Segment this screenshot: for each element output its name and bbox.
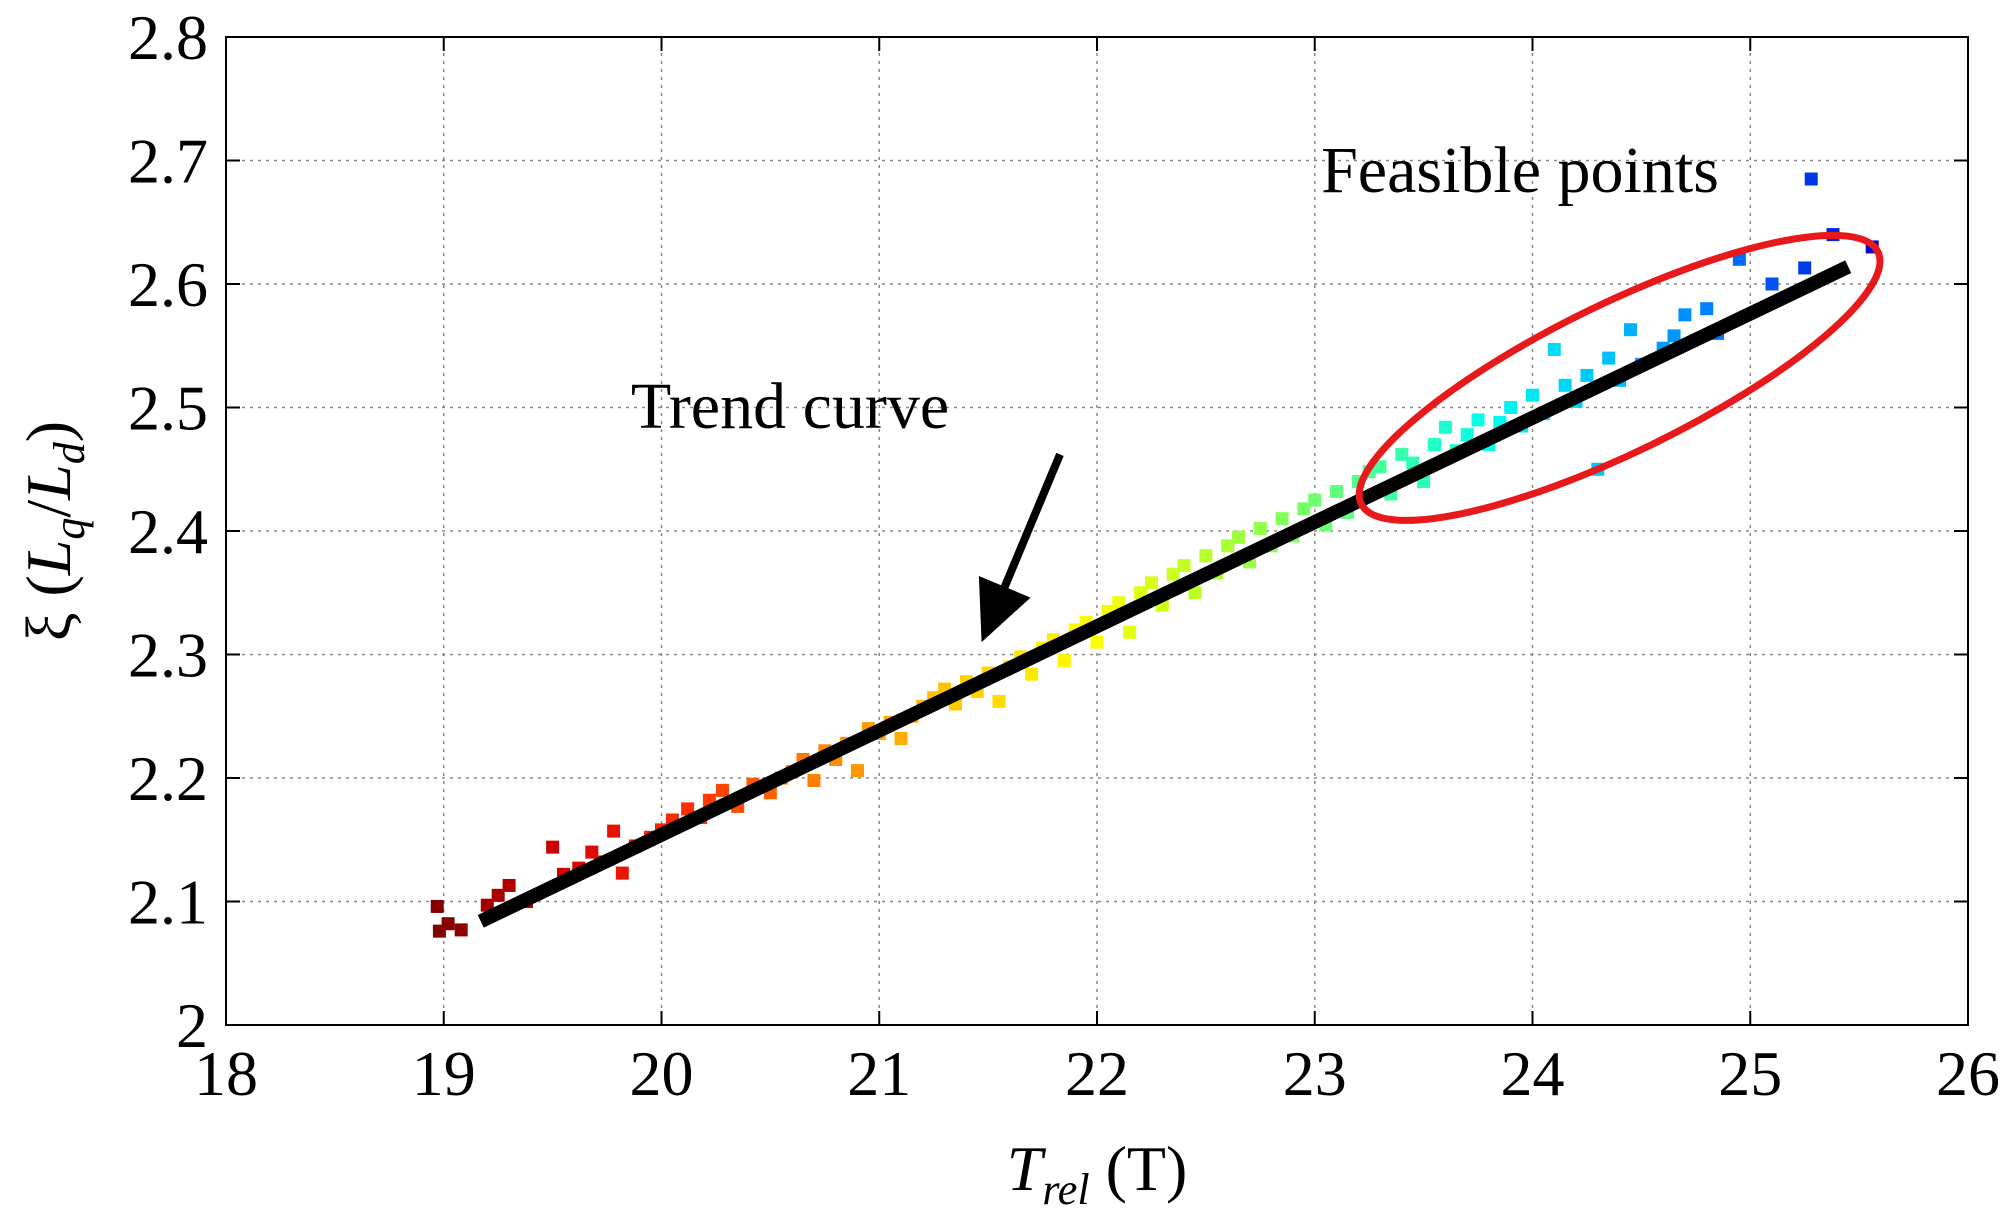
data-point [1188, 586, 1202, 600]
data-point [1678, 308, 1692, 322]
y-tick-label: 2.8 [128, 2, 208, 73]
data-point [1428, 438, 1442, 452]
y-axis-title-sub2: d [45, 441, 94, 464]
data-point [607, 824, 621, 838]
data-point [1798, 261, 1812, 275]
x-tick-label: 20 [630, 1038, 694, 1109]
data-point [1558, 378, 1572, 392]
data-point [1025, 667, 1039, 681]
data-point [1144, 576, 1158, 590]
data-point [1602, 351, 1616, 365]
data-point [430, 899, 444, 913]
y-tick-label: 2.3 [128, 620, 208, 691]
data-point [1057, 654, 1071, 668]
data-point [894, 731, 908, 745]
data-point [1373, 460, 1387, 474]
data-point [615, 866, 629, 880]
x-axis-title: Trel (T) [1007, 1133, 1188, 1211]
data-point [992, 694, 1006, 708]
data-point [1221, 539, 1235, 553]
data-point [1623, 323, 1637, 337]
data-points [430, 172, 1879, 938]
data-point [681, 802, 695, 816]
x-tick-label: 24 [1501, 1038, 1565, 1109]
data-point [1297, 502, 1311, 516]
x-tick-label: 22 [1065, 1038, 1129, 1109]
data-point [1438, 420, 1452, 434]
y-axis-title-var1: L [13, 540, 84, 577]
annotations: Trend curve Feasible points [631, 134, 1884, 643]
data-point [1112, 596, 1126, 610]
data-point [1460, 428, 1474, 442]
data-point [1804, 172, 1818, 186]
data-point [1504, 401, 1518, 414]
x-tick-label: 25 [1718, 1038, 1782, 1109]
data-point [807, 773, 821, 787]
data-point [1308, 493, 1322, 507]
x-tick-label: 21 [847, 1038, 911, 1109]
data-point [1547, 342, 1561, 356]
data-point [1667, 329, 1681, 343]
data-point [1232, 530, 1246, 544]
y-axis-title-prefix: ξ ( [13, 575, 84, 641]
trend-curve-line [477, 260, 1852, 928]
data-point [1471, 413, 1485, 427]
x-axis-title-sub: rel [1042, 1165, 1089, 1211]
data-point [1253, 522, 1267, 536]
data-point [1765, 277, 1779, 291]
data-point [585, 845, 599, 859]
trend-arrow-shaft [1001, 452, 1064, 589]
y-axis-title-sub1: q [45, 518, 94, 540]
y-tick-label: 2.4 [128, 496, 208, 567]
data-point [1177, 559, 1191, 573]
y-axis-title-slash: / [13, 500, 84, 518]
data-point [1166, 567, 1180, 581]
x-tick-label: 23 [1283, 1038, 1347, 1109]
y-tick-label: 2.7 [128, 126, 208, 197]
data-point [546, 840, 560, 854]
data-point [1395, 447, 1409, 461]
x-tick-label: 19 [412, 1038, 476, 1109]
y-axis-title: ξ (Lq/Ld) [13, 421, 94, 641]
x-tick-label: 18 [194, 1038, 258, 1109]
data-point [1090, 635, 1104, 649]
y-axis-title-var2: L [13, 464, 84, 501]
trend-arrow-head [978, 575, 1031, 643]
y-tick-label: 2.1 [128, 867, 208, 938]
data-point [1123, 625, 1137, 639]
x-axis-title-unit: (T) [1090, 1133, 1188, 1204]
trend-curve-label: Trend curve [631, 370, 949, 443]
feasible-region-ellipse [1355, 231, 1884, 524]
axis-ticks: 18 19 20 21 22 23 24 25 26 2 2.1 2.2 2.3 2.4 2.5 2.6 2.7… [128, 2, 2000, 1109]
data-point [1330, 484, 1344, 498]
data-point [1700, 302, 1714, 316]
data-point [1134, 586, 1148, 600]
data-point [1275, 512, 1289, 526]
x-axis-title-var: T [1007, 1133, 1047, 1204]
data-point [480, 898, 494, 912]
data-point [441, 917, 455, 931]
data-point [1580, 368, 1594, 382]
data-point [502, 878, 516, 892]
y-tick-label: 2 [176, 990, 208, 1061]
feasible-points-label: Feasible points [1321, 134, 1719, 207]
y-tick-label: 2.6 [128, 249, 208, 320]
y-tick-label: 2.2 [128, 743, 208, 814]
y-axis-title-suffix: ) [13, 421, 84, 442]
data-point [491, 888, 505, 902]
data-point [1199, 549, 1213, 563]
y-tick-label: 2.5 [128, 373, 208, 444]
data-point [454, 923, 468, 937]
x-tick-label: 26 [1936, 1038, 2000, 1109]
data-point [1526, 388, 1539, 402]
data-point [850, 764, 864, 778]
data-point [715, 783, 729, 797]
